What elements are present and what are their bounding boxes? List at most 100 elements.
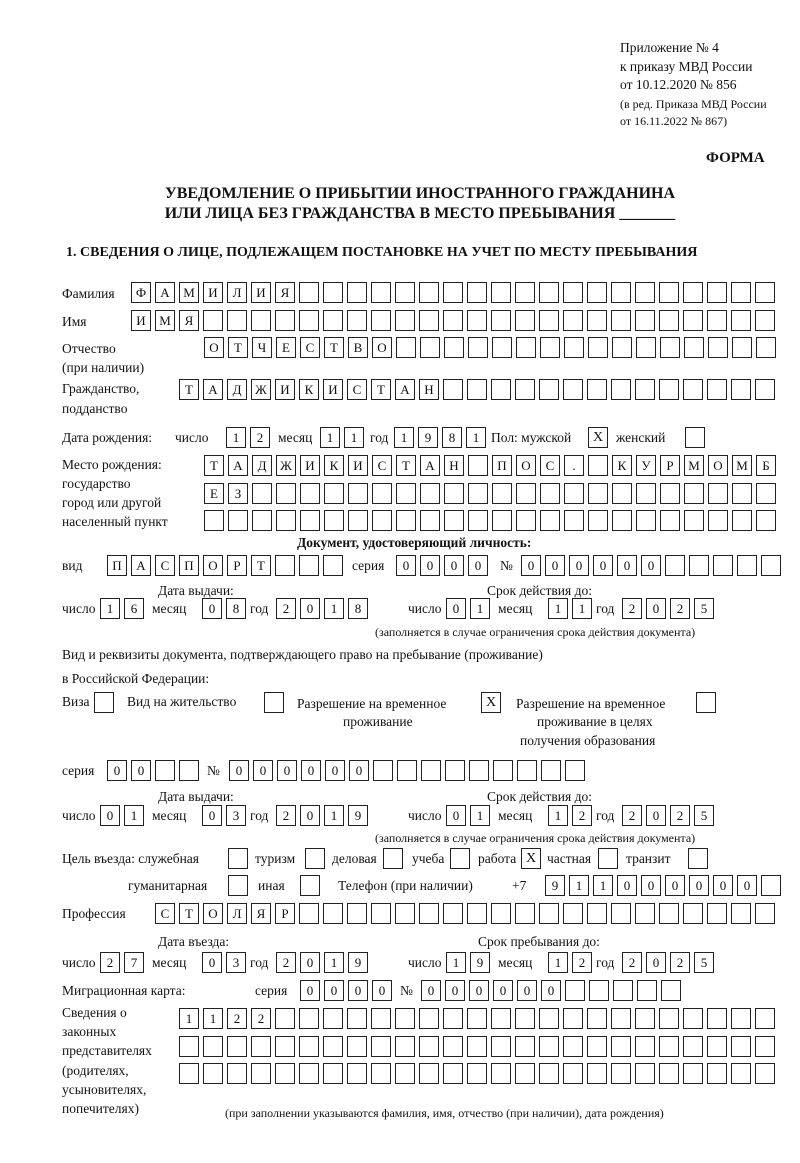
char-cell[interactable]: 0 [202, 805, 222, 826]
char-cell[interactable]: Т [179, 379, 199, 400]
char-cell[interactable] [587, 1063, 607, 1084]
char-cell[interactable] [491, 1063, 511, 1084]
char-cell[interactable]: Т [228, 337, 248, 358]
char-cell[interactable] [203, 1063, 223, 1084]
char-cell[interactable] [419, 310, 439, 331]
char-cell[interactable]: 0 [593, 555, 613, 576]
char-cell[interactable] [611, 282, 631, 303]
char-cell[interactable] [515, 1036, 535, 1057]
char-cell[interactable]: 0 [737, 875, 757, 896]
char-cell[interactable] [707, 1063, 727, 1084]
char-cell[interactable]: Я [179, 310, 199, 331]
char-cell[interactable]: 1 [470, 805, 490, 826]
char-cell[interactable] [731, 379, 751, 400]
char-cell[interactable] [323, 555, 343, 576]
char-cell[interactable]: 1 [320, 427, 340, 448]
char-cell[interactable] [468, 337, 488, 358]
purpose-study-checkbox[interactable] [450, 848, 470, 869]
char-cell[interactable]: Д [252, 455, 272, 476]
char-cell[interactable] [707, 903, 727, 924]
sex-female-checkbox[interactable] [685, 427, 705, 448]
char-cell[interactable] [756, 483, 776, 504]
char-cell[interactable]: 2 [276, 805, 296, 826]
char-cell[interactable]: У [636, 455, 656, 476]
char-cell[interactable] [659, 1008, 679, 1029]
char-cell[interactable] [761, 875, 781, 896]
char-cell[interactable]: 2 [670, 598, 690, 619]
residence-checkbox[interactable] [264, 692, 284, 713]
char-cell[interactable] [275, 1063, 295, 1084]
char-cell[interactable]: 0 [521, 555, 541, 576]
char-cell[interactable] [659, 310, 679, 331]
char-cell[interactable] [347, 1036, 367, 1057]
char-cell[interactable]: А [203, 379, 223, 400]
char-cell[interactable]: Т [396, 455, 416, 476]
char-cell[interactable]: 0 [446, 598, 466, 619]
char-cell[interactable] [707, 282, 727, 303]
purpose-tourism-checkbox[interactable] [305, 848, 325, 869]
char-cell[interactable]: Е [276, 337, 296, 358]
char-cell[interactable]: 2 [622, 952, 642, 973]
char-cell[interactable]: Б [756, 455, 776, 476]
char-cell[interactable]: Е [204, 483, 224, 504]
char-cell[interactable] [419, 903, 439, 924]
char-cell[interactable] [395, 310, 415, 331]
char-cell[interactable] [299, 1036, 319, 1057]
char-cell[interactable] [395, 1063, 415, 1084]
char-cell[interactable] [611, 310, 631, 331]
char-cell[interactable]: 0 [277, 760, 297, 781]
char-cell[interactable]: 1 [569, 875, 589, 896]
char-cell[interactable]: 0 [493, 980, 513, 1001]
char-cell[interactable] [491, 1036, 511, 1057]
char-cell[interactable]: 0 [229, 760, 249, 781]
trp-edu-checkbox[interactable] [696, 692, 716, 713]
char-cell[interactable] [756, 337, 776, 358]
char-cell[interactable] [665, 555, 685, 576]
char-cell[interactable] [540, 337, 560, 358]
char-cell[interactable] [347, 310, 367, 331]
char-cell[interactable] [589, 980, 609, 1001]
char-cell[interactable]: 5 [694, 598, 714, 619]
purpose-other-checkbox[interactable] [300, 875, 320, 896]
char-cell[interactable]: 0 [468, 555, 488, 576]
char-cell[interactable]: О [708, 455, 728, 476]
char-cell[interactable]: Т [251, 555, 271, 576]
char-cell[interactable]: М [179, 282, 199, 303]
char-cell[interactable]: 1 [470, 598, 490, 619]
char-cell[interactable] [323, 1008, 343, 1029]
char-cell[interactable] [179, 1063, 199, 1084]
char-cell[interactable] [564, 483, 584, 504]
char-cell[interactable] [732, 337, 752, 358]
char-cell[interactable]: 0 [641, 875, 661, 896]
char-cell[interactable] [587, 1036, 607, 1057]
char-cell[interactable]: Р [275, 903, 295, 924]
char-cell[interactable] [635, 310, 655, 331]
char-cell[interactable] [683, 310, 703, 331]
char-cell[interactable] [275, 1008, 295, 1029]
char-cell[interactable] [276, 510, 296, 531]
char-cell[interactable] [708, 337, 728, 358]
char-cell[interactable]: . [564, 455, 584, 476]
char-cell[interactable]: 2 [572, 805, 592, 826]
char-cell[interactable] [347, 1008, 367, 1029]
char-cell[interactable] [731, 282, 751, 303]
char-cell[interactable] [492, 510, 512, 531]
char-cell[interactable]: 0 [665, 875, 685, 896]
birthplace3-field[interactable] [204, 510, 776, 531]
char-cell[interactable] [731, 1063, 751, 1084]
char-cell[interactable] [323, 903, 343, 924]
char-cell[interactable] [323, 1036, 343, 1057]
char-cell[interactable] [707, 1008, 727, 1029]
char-cell[interactable]: М [684, 455, 704, 476]
char-cell[interactable] [515, 1008, 535, 1029]
char-cell[interactable]: Ж [251, 379, 271, 400]
